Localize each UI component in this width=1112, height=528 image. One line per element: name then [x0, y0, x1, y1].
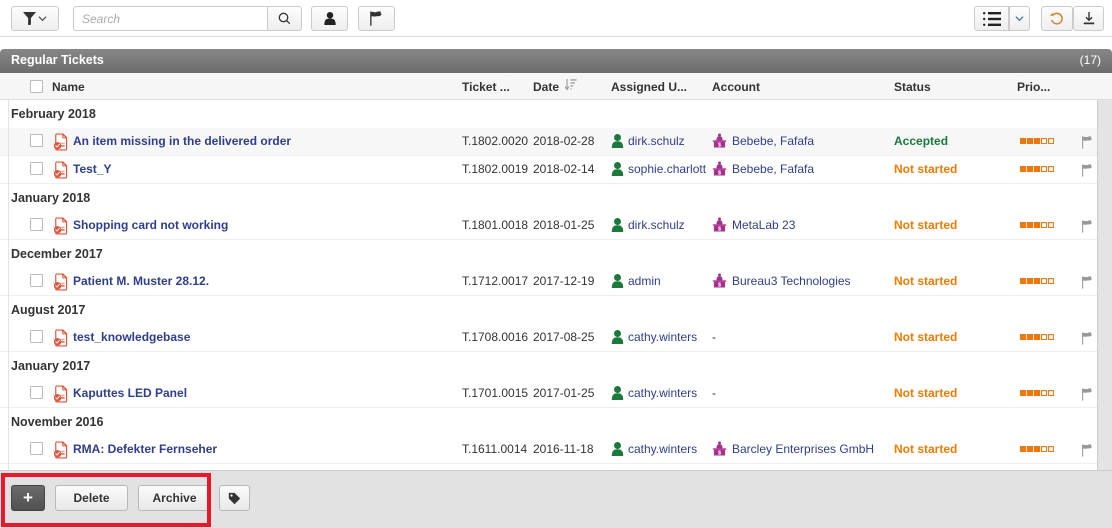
svg-text:$: $ [718, 451, 721, 456]
svg-text:$: $ [718, 143, 721, 148]
svg-text:$: $ [718, 227, 721, 232]
svg-text:$: $ [718, 171, 721, 176]
svg-text:$: $ [718, 283, 721, 288]
